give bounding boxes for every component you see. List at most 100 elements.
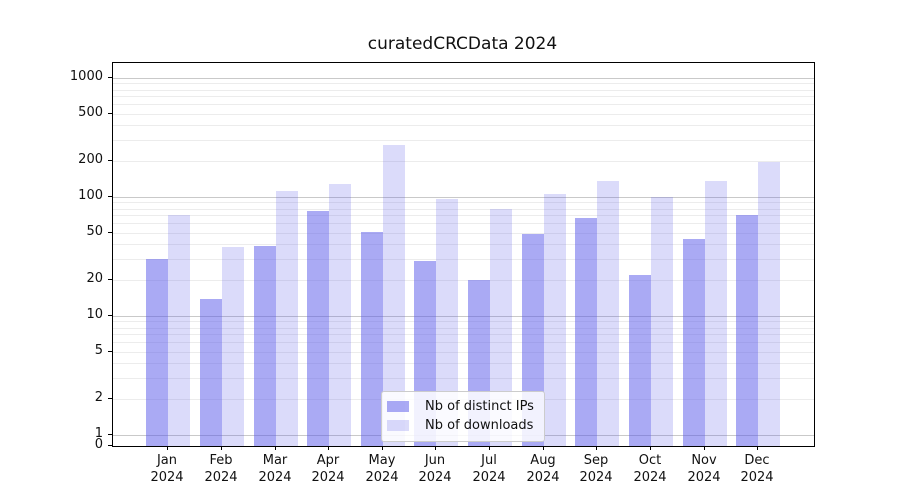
x-tick-label: May 2024 [365,453,399,485]
y-tick-label: 2 [94,390,103,405]
x-tick-label: Jul 2024 [472,453,506,485]
x-tick-mark [328,446,329,450]
bar-jun-downloads [436,199,458,446]
gridlines-layer [113,63,814,446]
minor-gridline [113,244,814,245]
minor-gridline [113,161,814,162]
minor-gridline [113,328,814,329]
x-tick-label: Oct 2024 [633,453,667,485]
legend-item-downloads: Nb of downloads [387,416,534,435]
minor-gridline [113,114,814,115]
x-tick-label: Feb 2024 [204,453,238,485]
x-tick-label: Nov 2024 [687,453,721,485]
x-tick-mark [382,446,383,450]
bar-jul-downloads [490,209,512,446]
x-tick-mark [275,446,276,450]
bar-apr-downloads [329,184,351,446]
y-tick-label: 100 [78,188,103,203]
bar-oct-ips [629,275,651,446]
minor-gridline [113,233,814,234]
y-tick-mark [108,351,112,352]
legend-swatch-downloads [387,420,409,431]
minor-gridline [113,104,814,105]
minor-gridline [113,280,814,281]
x-tick-label: Jun 2024 [418,453,452,485]
bar-may-ips [361,232,383,446]
bar-jan-downloads [168,215,190,446]
x-tick-mark [704,446,705,450]
bar-aug-downloads [544,194,566,446]
y-tick-mark [108,77,112,78]
y-tick-label: 500 [78,105,103,120]
minor-gridline [113,202,814,203]
y-tick-label: 5 [94,343,103,358]
x-tick-label: Mar 2024 [258,453,292,485]
minor-gridline [113,342,814,343]
minor-gridline [113,378,814,379]
y-tick-label: 20 [86,271,103,286]
major-gridline [113,197,814,198]
y-tick-label: 10 [86,307,103,322]
bar-dec-ips [736,215,758,446]
y-tick-label: 200 [78,152,103,167]
x-tick-mark [435,446,436,450]
minor-gridline [113,215,814,216]
bar-apr-ips [307,211,329,446]
y-tick-label: 1 [94,426,103,441]
bar-nov-ips [683,239,705,446]
legend-swatch-distinct-ips [387,401,409,412]
legend-label-downloads: Nb of downloads [425,418,534,433]
minor-gridline [113,209,814,210]
bar-sep-downloads [597,181,619,446]
minor-gridline [113,83,814,84]
y-tick-label: 1000 [69,69,103,84]
x-tick-mark [596,446,597,450]
x-tick-label: Dec 2024 [740,453,774,485]
bar-feb-downloads [222,247,244,446]
y-tick-mark [108,160,112,161]
bar-dec-downloads [758,162,780,446]
minor-gridline [113,352,814,353]
bar-mar-downloads [276,191,298,446]
minor-gridline [113,363,814,364]
y-tick-mark [108,232,112,233]
minor-gridline [113,321,814,322]
y-tick-mark [108,279,112,280]
minor-gridline [113,259,814,260]
chart-title: curatedCRCData 2024 [367,34,558,54]
bar-sep-ips [575,218,597,446]
bar-nov-downloads [705,181,727,446]
y-tick-mark [108,315,112,316]
legend-label-distinct-ips: Nb of distinct IPs [425,399,534,414]
y-tick-label: 0 [94,437,103,452]
y-tick-mark [108,445,112,446]
y-tick-mark [108,398,112,399]
x-tick-mark [757,446,758,450]
minor-gridline [113,125,814,126]
minor-gridline [113,334,814,335]
minor-gridline [113,223,814,224]
y-axis: 0 1 2 5 10 20 50 100 200 500 1000 [0,62,112,457]
bar-mar-ips [254,246,276,446]
bar-jan-ips [146,259,168,446]
y-tick-mark [108,196,112,197]
x-tick-label: Apr 2024 [311,453,345,485]
x-tick-mark [489,446,490,450]
x-tick-mark [650,446,651,450]
plot-area: Nb of distinct IPs Nb of downloads [112,62,815,447]
bar-may-downloads [383,145,405,446]
minor-gridline [113,140,814,141]
y-tick-mark [108,434,112,435]
minor-gridline [113,90,814,91]
major-gridline [113,316,814,317]
x-tick-label: Aug 2024 [526,453,560,485]
y-tick-mark [108,113,112,114]
y-tick-label: 50 [86,224,103,239]
x-tick-label: Jan 2024 [150,453,184,485]
bar-oct-downloads [651,197,673,446]
x-axis: Jan 2024 Feb 2024 Mar 2024 Apr 2024 May 2024 Jun 20… [112,446,813,498]
bar-feb-ips [200,299,222,446]
x-tick-mark [167,446,168,450]
major-gridline [113,78,814,79]
